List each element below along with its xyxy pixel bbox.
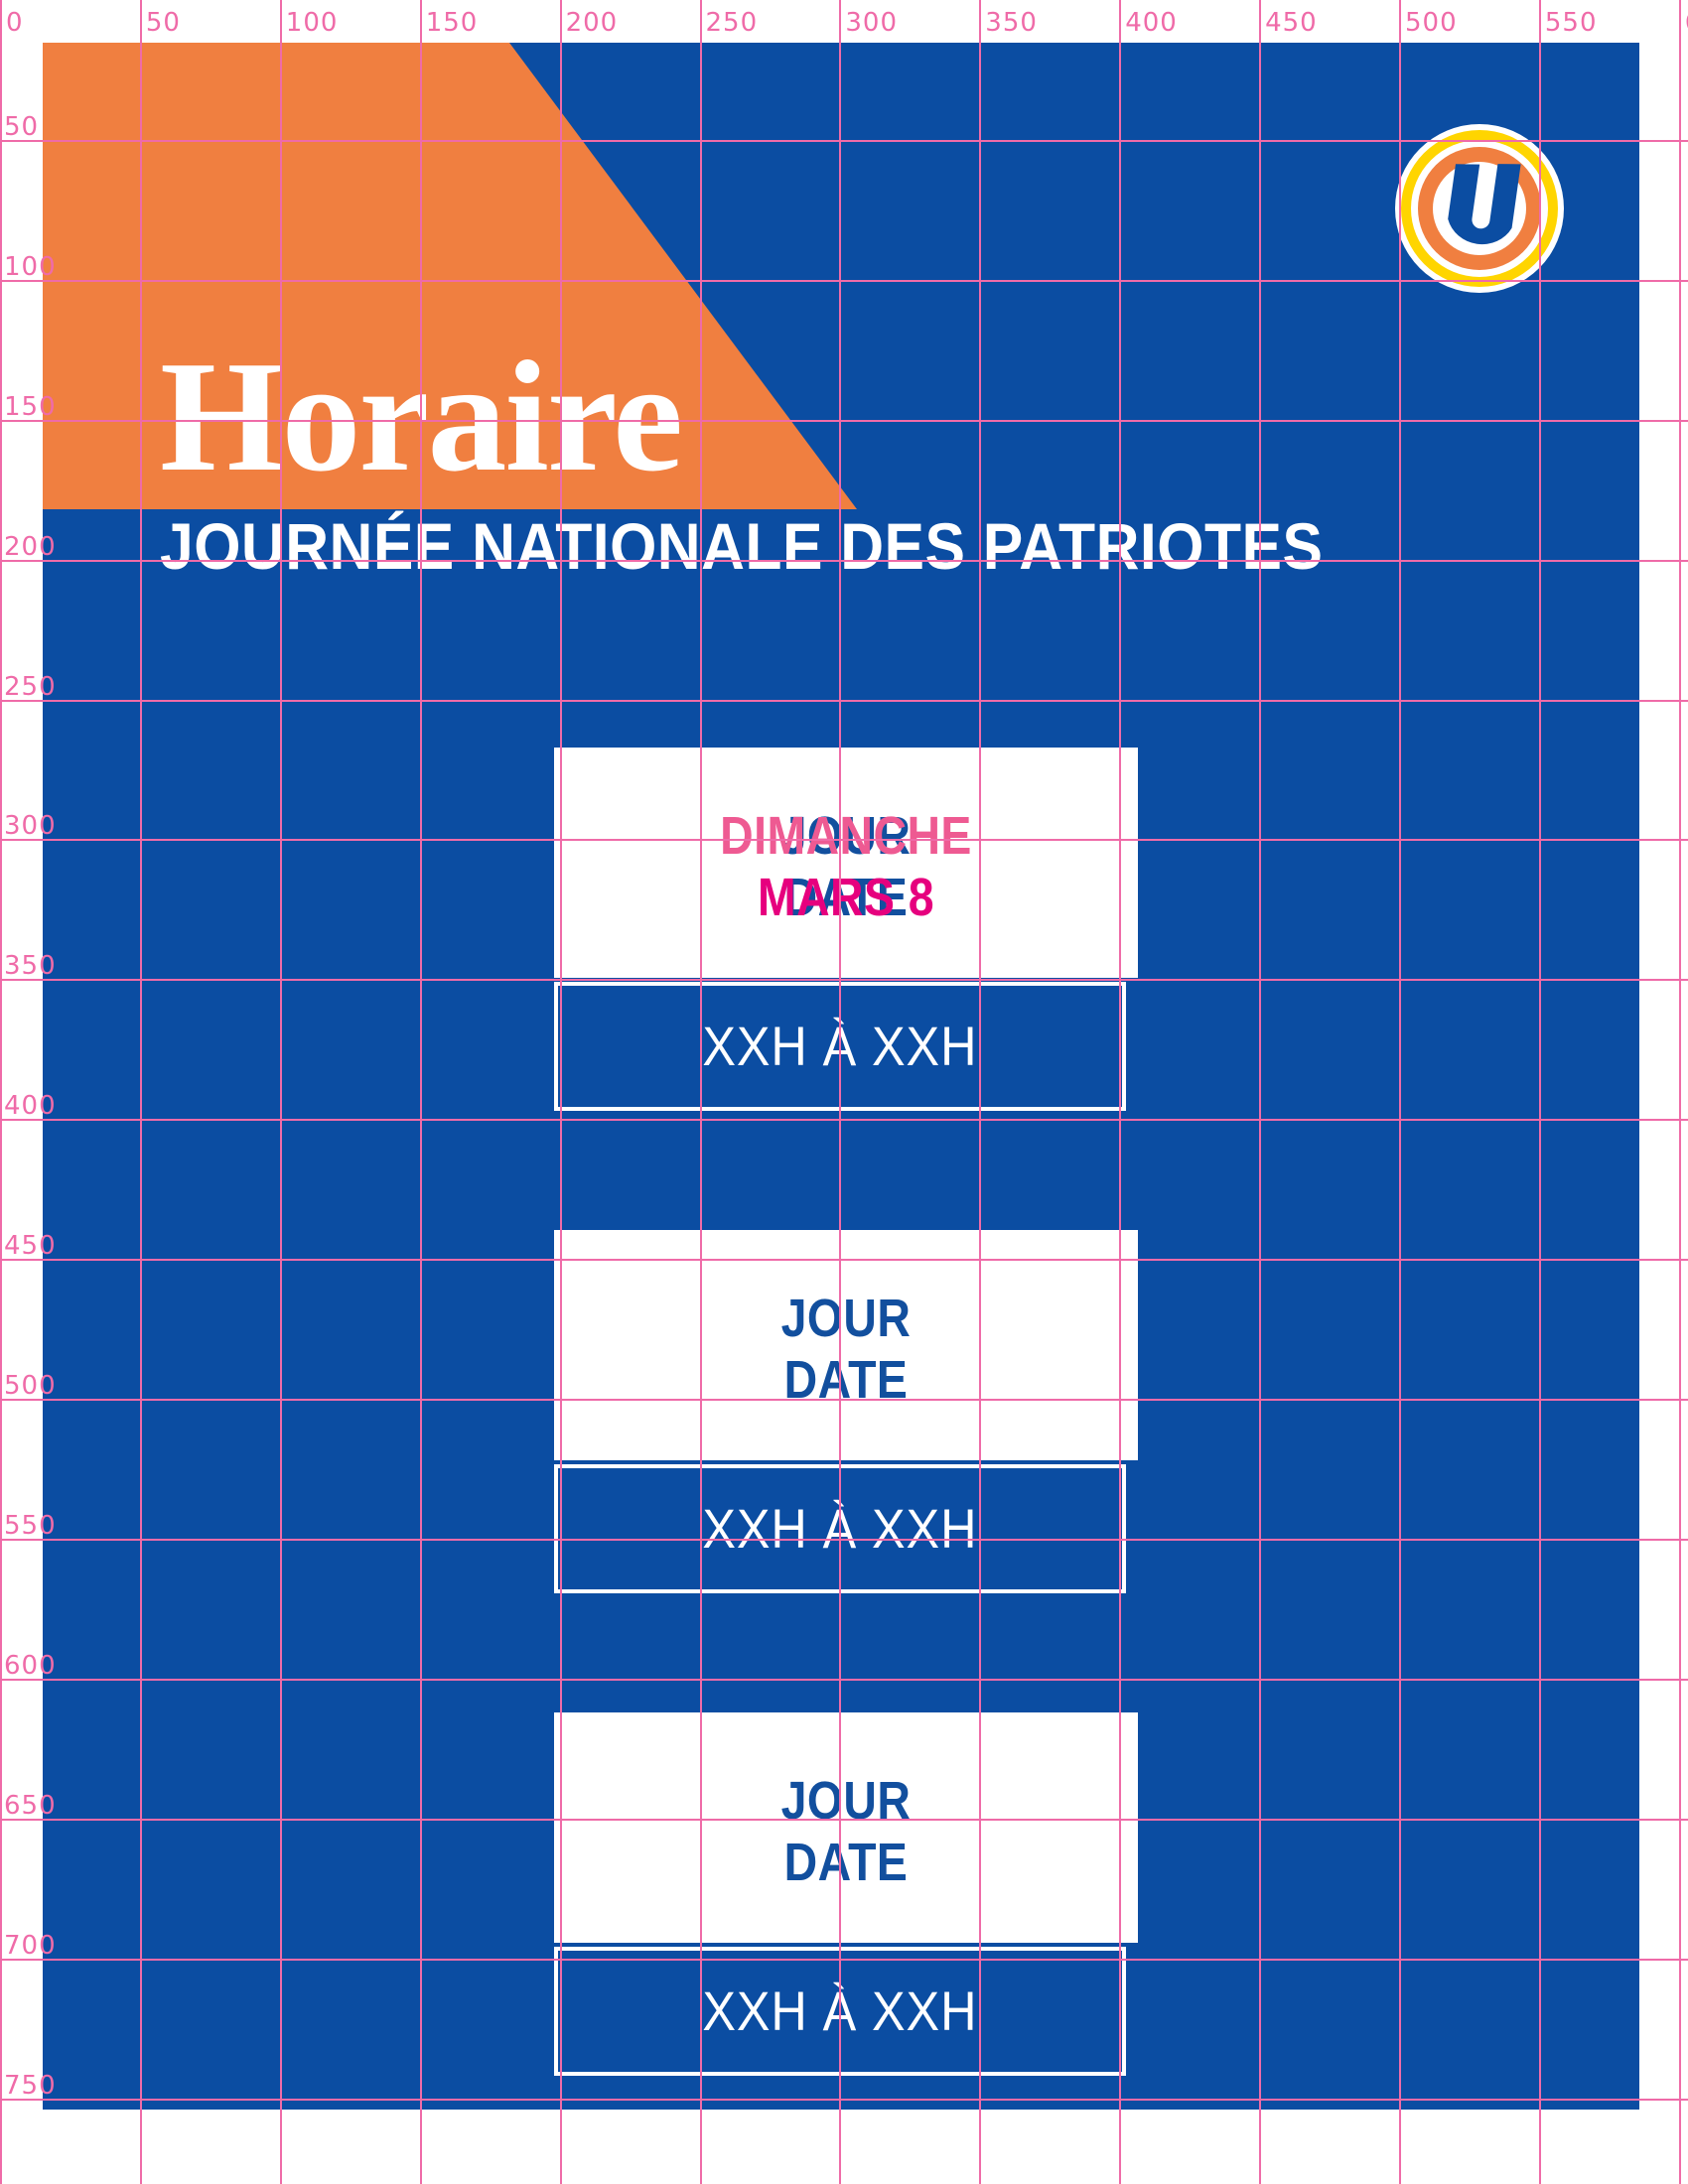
grid-line-vertical (1678, 0, 1681, 2184)
ruler-label-vertical: 50 (4, 111, 40, 142)
card-time-ghost: 14H00 - 14H00 (670, 941, 1022, 978)
ruler-label-horizontal: 200 (565, 8, 619, 38)
card-overlay-date: MARS 8 (757, 868, 935, 928)
ruler-label-horizontal: 50 (145, 8, 181, 38)
schedule-card[interactable]: JOUR DATE XXH À XXH (554, 1712, 1138, 2076)
ruler-label-horizontal: 450 (1265, 8, 1318, 38)
page-subtitle: JOURNÉE NATIONALE DES PATRIOTES (160, 509, 1324, 583)
card-overlay-day-date: DIMANCHE MARS 8 (554, 805, 1138, 928)
card-day-date: JOUR DATE (554, 1288, 1138, 1411)
grid-line-vertical (0, 0, 2, 2184)
ruler-label-horizontal: 100 (285, 8, 339, 38)
card-time-band[interactable]: XXH À XXH (554, 982, 1126, 1111)
card-date-label: DATE (783, 868, 909, 928)
poster-artboard: Horaire JOURNÉE NATIONALE DES PATRIOTES … (43, 43, 1639, 2110)
ruler-label-horizontal: 500 (1405, 8, 1458, 38)
card-jour-label: JOUR (780, 806, 912, 866)
card-time-band[interactable]: XXH À XXH (554, 1464, 1126, 1593)
ruler-label-horizontal: 550 (1544, 8, 1598, 38)
card-time-label: XXH À XXH (702, 1497, 978, 1560)
ruler-label-horizontal: 350 (985, 8, 1038, 38)
card-header: JOUR DATE (554, 1712, 1138, 1943)
card-time-label: XXH À XXH (702, 1015, 978, 1077)
ruler-label-horizontal: 250 (705, 8, 759, 38)
card-jour-label: JOUR (780, 1771, 912, 1831)
card-date-label: DATE (783, 1350, 909, 1411)
card-header: JOUR DATE DIMANCHE MARS 8 14H00 - 14H00 (554, 748, 1138, 978)
ruler-label-horizontal: 150 (425, 8, 479, 38)
ruler-label-horizontal: 300 (845, 8, 899, 38)
card-day-date: JOUR DATE (554, 1770, 1138, 1893)
card-time-band[interactable]: XXH À XXH (554, 1947, 1126, 2076)
schedule-card[interactable]: JOUR DATE DIMANCHE MARS 8 14H00 - 14H00 … (554, 748, 1138, 1111)
ruler-label-horizontal: 0 (6, 8, 24, 38)
schedule-card[interactable]: JOUR DATE XXH À XXH (554, 1230, 1138, 1593)
card-overlay-day: DIMANCHE (720, 806, 972, 866)
page-title: Horaire (160, 328, 683, 504)
card-day-date: JOUR DATE (554, 805, 1138, 928)
card-header: JOUR DATE (554, 1230, 1138, 1460)
ruler-label-horizontal: 400 (1125, 8, 1178, 38)
card-time-label: XXH À XXH (702, 1979, 978, 2042)
u-logo (1395, 124, 1564, 293)
card-jour-label: JOUR (780, 1289, 912, 1348)
card-date-label: DATE (783, 1833, 909, 1893)
poster-header: Horaire JOURNÉE NATIONALE DES PATRIOTES (160, 328, 1424, 583)
